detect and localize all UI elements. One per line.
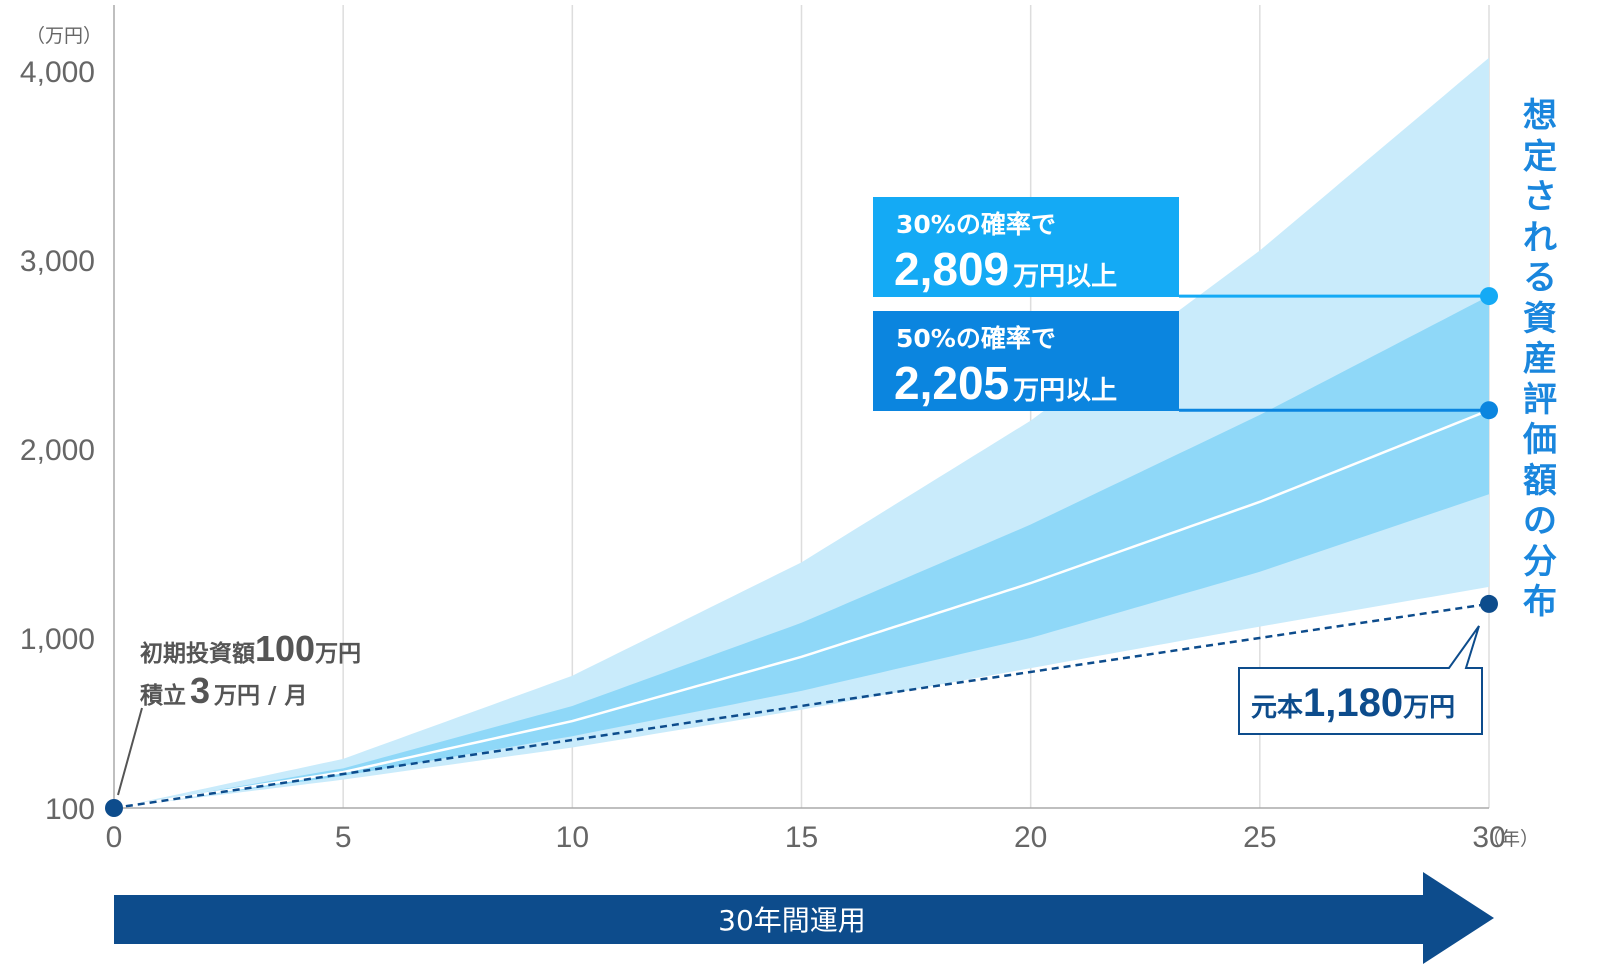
duration-arrow-label: 30年間運用 — [718, 904, 866, 937]
y-tick-4000: 4,000 — [20, 56, 95, 89]
x-unit-label: （年） — [1482, 828, 1539, 850]
principal-line — [113, 602, 1490, 810]
y-tick-100: 100 — [45, 793, 95, 826]
initial-note-line2: 積立 3 万円 / 月 — [140, 670, 307, 711]
y-tick-3000: 3,000 — [20, 245, 95, 278]
p30-label-box — [873, 197, 1179, 297]
x-tick-20: 20 — [1014, 821, 1047, 854]
x-tick-10: 10 — [556, 821, 589, 854]
p30-endpoint — [1480, 287, 1498, 306]
p50-endpoint — [1480, 401, 1498, 420]
vertical-title: 想定される資産評価額の分布 — [1523, 96, 1557, 622]
duration-arrow — [114, 872, 1494, 964]
x-tick-25: 25 — [1243, 821, 1276, 854]
x-tick-5: 5 — [335, 821, 352, 854]
x-tick-30: 30 — [1472, 821, 1505, 854]
p50-label-line2: 2,205 万円以上 — [894, 357, 1117, 409]
y-unit-label: （万円） — [26, 25, 102, 47]
p30-label-line2: 2,809 万円以上 — [894, 243, 1117, 295]
y-tick-2000: 2,000 — [20, 434, 95, 467]
x-tick-labels: 0 5 10 15 20 25 30 — [106, 821, 1506, 854]
start-point — [105, 799, 123, 817]
initial-note-line1: 初期投資額100万円 — [140, 628, 361, 669]
median-line — [113, 409, 1490, 810]
p30-label-line1: 30%の確率で — [896, 210, 1056, 239]
p50-label-box — [873, 311, 1179, 411]
annotations: 初期投資額100万円 積立 3 万円 / 月 30%の確率で 2,809 万円以上 5… — [105, 197, 1498, 817]
x-tick-0: 0 — [106, 821, 123, 854]
outer-band — [114, 57, 1489, 809]
x-tick-15: 15 — [785, 821, 818, 854]
principal-callout-text: 元本1,180万円 — [1251, 681, 1455, 725]
p50-label-line1: 50%の確率で — [896, 324, 1056, 353]
y-tick-1000: 1,000 — [20, 623, 95, 656]
axes — [113, 5, 1489, 809]
principal-endpoint — [1480, 594, 1498, 613]
inner-band — [114, 295, 1489, 808]
y-tick-labels: 100 1,000 2,000 3,000 4,000 — [20, 56, 95, 826]
initial-leader-line — [117, 707, 143, 796]
principal-callout-box — [1238, 625, 1483, 735]
distribution-bands — [113, 57, 1490, 810]
